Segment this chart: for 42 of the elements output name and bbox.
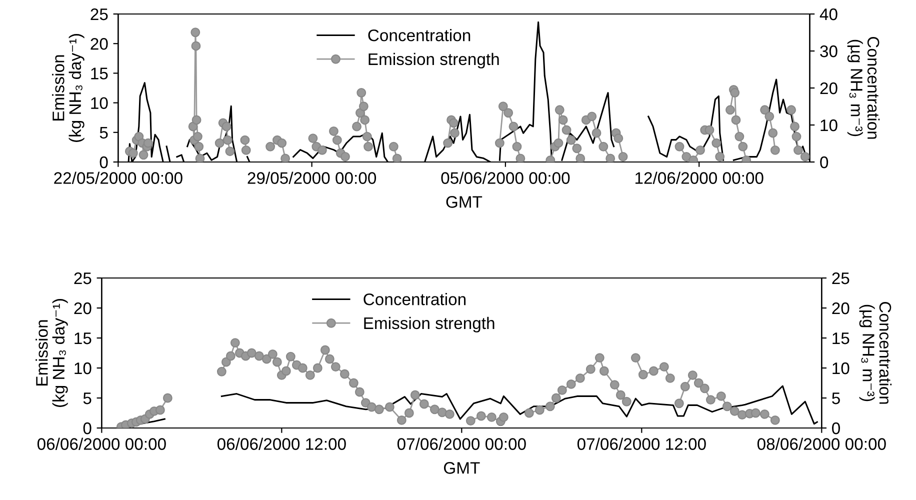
legend-label: Emission strength [368, 52, 499, 68]
y2-tick-label: 5 [832, 392, 840, 404]
y-axis-title: Emission (kg NH₃ day⁻¹) [52, 34, 84, 142]
x-tick-label: 06/06/2000 00:00 [37, 438, 166, 450]
y-tick-label: 10 [74, 362, 92, 374]
x-axis-title: GMT [446, 196, 482, 208]
x-tick-label: 08/06/2000 00:00 [757, 438, 886, 450]
legend-label: Concentration [368, 29, 470, 42]
y2-axis-title: Concentration (µg NH₃ m⁻³) [847, 36, 880, 139]
y2-tick-label: 20 [820, 82, 838, 94]
y2-axis-title: Concentration (µg NH₃ m⁻³) [859, 302, 892, 404]
x-axis-title: GMT [444, 462, 480, 474]
y-tick-label: 0 [100, 156, 108, 168]
y2-tick-label: 0 [820, 156, 828, 168]
y2-tick-label: 40 [820, 8, 838, 20]
x-tick-label: 29/05/2000 00:00 [248, 172, 376, 184]
y-tick-label: 25 [74, 272, 92, 284]
y-tick-label: 5 [83, 392, 92, 404]
legend-label: Emission strength [364, 316, 494, 332]
y-tick-label: 15 [74, 332, 92, 344]
y-axis-title: Emission (kg NH₃ day⁻¹) [36, 299, 68, 407]
y-tick-label: 10 [91, 97, 108, 110]
x-tick-label: 12/06/2000 00:00 [635, 172, 764, 184]
y2-tick-label: 20 [832, 302, 850, 314]
y2-tick-label: 30 [820, 45, 838, 58]
y2-tick-label: 25 [832, 272, 850, 284]
y-tick-label: 0 [83, 422, 92, 434]
y2-tick-label: 15 [832, 332, 850, 344]
x-tick-label: 22/05/2000 00:00 [54, 172, 182, 184]
y-tick-label: 20 [74, 302, 92, 314]
y-tick-label: 15 [91, 68, 108, 80]
y2-tick-label: 0 [832, 422, 840, 434]
y-tick-label: 20 [90, 38, 108, 50]
x-tick-label: 07/06/2000 12:00 [577, 438, 706, 450]
x-tick-label: 06/06/2000 12:00 [217, 438, 346, 450]
y-tick-label: 25 [90, 8, 108, 20]
y-tick-label: 5 [100, 126, 108, 139]
x-tick-label: 07/06/2000 00:00 [397, 438, 526, 450]
y2-tick-label: 10 [832, 362, 850, 374]
y2-tick-label: 10 [820, 119, 838, 132]
legend-label: Concentration [364, 293, 466, 306]
x-tick-label: 05/06/2000 00:00 [441, 172, 570, 184]
